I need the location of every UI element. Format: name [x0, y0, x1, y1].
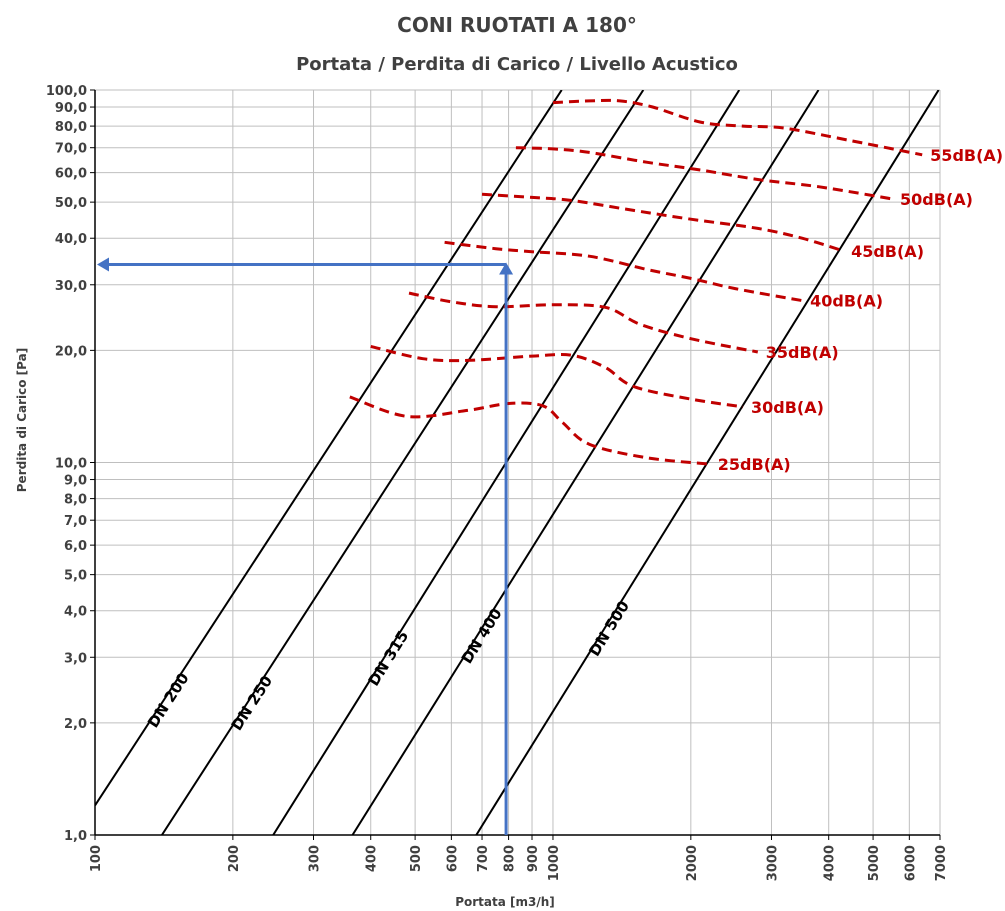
example-path-arrowhead-left — [97, 257, 109, 272]
y-tick-label: 2,0 — [64, 717, 87, 732]
y-tick-label: 50,0 — [55, 196, 87, 211]
x-tick-label: 900 — [526, 845, 541, 872]
noise-curve — [515, 146, 893, 201]
x-tick-label: 700 — [476, 845, 491, 872]
noise-curve-label: 30dB(A) — [751, 398, 824, 417]
duct-line-label: DN 315 — [364, 627, 412, 689]
noise-curve-label: 35dB(A) — [766, 343, 839, 362]
x-tick-label: 800 — [503, 845, 518, 872]
noise-curve-label: 50dB(A) — [900, 190, 973, 209]
y-tick-label: 20,0 — [55, 344, 87, 359]
noise-curve-label: 55dB(A) — [930, 146, 1003, 165]
x-tick-label: 4000 — [823, 845, 838, 881]
duct-line — [475, 90, 940, 835]
chart-title: CONI RUOTATI A 180° — [397, 13, 637, 37]
duct-line-label: DN 200 — [144, 670, 193, 731]
noise-curve — [370, 344, 744, 409]
x-tick-label: 6000 — [903, 845, 918, 881]
tick-labels: 1,0 2,0 3,0 4,0 5,0 6,0 7,0 8,0 9,0 10,0 20,0 30,0 4… — [46, 84, 949, 881]
x-tick-label: 500 — [409, 845, 424, 872]
duct-line-label: DN 500 — [585, 598, 633, 660]
noise-curve — [349, 395, 710, 466]
y-tick-label: 90,0 — [55, 101, 87, 116]
example-path-arrowhead-up — [499, 262, 514, 275]
y-tick-label: 7,0 — [64, 514, 87, 529]
noise-curve-label: 45dB(A) — [851, 242, 924, 261]
x-tick-label: 5000 — [867, 845, 882, 881]
chart-subtitle: Portata / Perdita di Carico / Livello Ac… — [296, 54, 738, 75]
y-tick-label: 30,0 — [55, 279, 87, 294]
x-tick-label: 600 — [445, 845, 460, 872]
x-tick-label: 200 — [227, 845, 242, 872]
plot-area — [95, 90, 940, 835]
y-tick-label: 1,0 — [64, 829, 87, 844]
duct-line-label: DN 250 — [228, 672, 277, 733]
noise-curve — [444, 240, 803, 303]
y-tick-label: 3,0 — [64, 651, 87, 666]
y-tick-label: 4,0 — [64, 605, 87, 620]
y-tick-label: 60,0 — [55, 167, 87, 182]
x-tick-label: 3000 — [765, 845, 780, 881]
y-tick-label: 10,0 — [55, 457, 87, 472]
x-axis-label: Portata [m3/h] — [455, 895, 555, 909]
x-tick-label: 100 — [89, 845, 104, 872]
noise-curve — [408, 291, 759, 354]
grid — [94, 89, 941, 836]
y-axis-label: Perdita di Carico [Pa] — [15, 348, 29, 492]
noise-curve — [552, 98, 923, 157]
noise-curve-label: 40dB(A) — [810, 292, 883, 311]
noise-curve — [481, 192, 844, 253]
y-tick-label: 70,0 — [55, 142, 87, 157]
noise-curve-label: 25dB(A) — [718, 455, 791, 474]
x-tick-label: 1000 — [547, 845, 562, 881]
x-tick-label: 7000 — [934, 845, 949, 881]
y-tick-label: 9,0 — [64, 474, 87, 489]
y-tick-label: 40,0 — [55, 232, 87, 247]
duct-line — [95, 90, 563, 807]
duct-line — [161, 90, 645, 835]
x-tick-label: 300 — [308, 845, 323, 872]
x-tick-label: 2000 — [685, 845, 700, 881]
x-tick-label: 400 — [365, 845, 380, 872]
y-tick-label: 80,0 — [55, 120, 87, 135]
y-tick-label: 5,0 — [64, 569, 87, 584]
y-tick-label: 100,0 — [46, 84, 87, 99]
y-tick-label: 8,0 — [64, 493, 87, 508]
axes — [90, 89, 941, 840]
duct-line — [351, 90, 820, 835]
y-tick-label: 6,0 — [64, 539, 87, 554]
